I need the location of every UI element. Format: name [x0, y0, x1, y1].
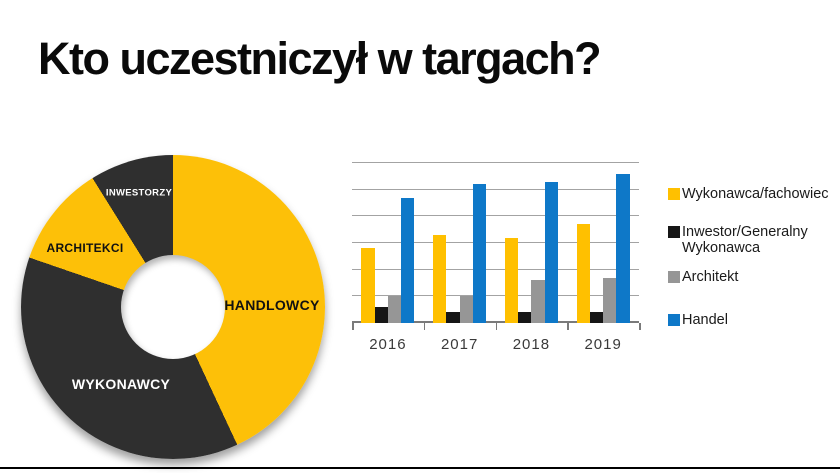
x-axis-line: [352, 321, 639, 323]
x-axis-tick: [352, 323, 354, 330]
bar-2016-architekt: [387, 296, 402, 323]
bottom-divider: [0, 467, 840, 469]
x-axis-tick: [639, 323, 641, 330]
gridline: [352, 162, 639, 163]
bar-chart-legend: Wykonawca/fachowiec Inwestor/Generalny Wyk…: [668, 0, 840, 473]
bar-chart: 2016 2017 2018 2019: [352, 162, 822, 383]
category-label-2016: 2016: [369, 336, 407, 353]
x-axis-tick: [423, 323, 426, 330]
donut-label-inwestorzy: INWESTORZY: [105, 187, 173, 199]
donut-hole: [121, 255, 225, 359]
category-label-2017: 2017: [440, 336, 479, 353]
legend-swatch-inwestor-gw: [668, 226, 680, 238]
bar-2017-wykonawca-fachowiec: [433, 235, 447, 323]
gridline: [352, 215, 639, 217]
gridline: [352, 295, 639, 297]
legend-label-inwestor-gw: Inwestor/Generalny Wykonawca: [682, 224, 808, 256]
bar-chart-plot: 2016 2017 2018 2019: [352, 162, 641, 353]
x-axis-tick: [495, 323, 497, 330]
legend-swatch-architekt: [668, 271, 680, 283]
legend-item-architekt: Architekt: [668, 269, 738, 285]
legend-label-wykonawca-fachowiec: Wykonawca/fachowiec: [682, 186, 829, 202]
bar-2018-wykonawca-fachowiec: [504, 237, 519, 323]
bar-2017-architekt: [459, 296, 473, 323]
bar-2018-inwestor-gw: [518, 312, 532, 323]
bar-2016-handel: [401, 197, 415, 323]
bar-2019-handel: [616, 173, 630, 323]
legend-label-handel: Handel: [682, 312, 728, 328]
bar-2018-architekt: [531, 280, 545, 323]
gridline: [352, 268, 639, 270]
bar-2019-architekt: [603, 277, 617, 323]
donut-label-architekci: ARCHITEKCI: [46, 241, 124, 255]
legend-label-architekt: Architekt: [682, 269, 739, 285]
bar-2016-inwestor-gw: [374, 307, 388, 323]
donut-chart: HANDLOWCY WYKONAWCY ARCHITEKCI INWESTORZ…: [21, 155, 325, 459]
bar-2018-handel: [544, 181, 558, 323]
gridline: [352, 188, 639, 190]
x-axis-tick: [567, 323, 569, 330]
slide-title: Kto uczestniczył w targach?: [38, 33, 602, 84]
legend-swatch-handel: [668, 314, 680, 326]
category-label-2018: 2018: [512, 336, 551, 353]
legend-item-handel: Handel: [668, 312, 728, 328]
gridline: [352, 242, 639, 243]
category-label-2019: 2019: [584, 336, 622, 353]
legend-swatch-wykonawca-fachowiec: [668, 188, 680, 200]
bar-2019-wykonawca-fachowiec: [576, 224, 590, 323]
bar-2017-handel: [472, 184, 487, 323]
bar-2016-wykonawca-fachowiec: [361, 248, 375, 323]
donut-label-handlowcy: HANDLOWCY: [224, 297, 320, 313]
legend-item-inwestor-gw: Inwestor/Generalny Wykonawca: [668, 224, 808, 256]
bar-2019-inwestor-gw: [589, 312, 604, 323]
legend-item-wykonawca-fachowiec: Wykonawca/fachowiec: [668, 186, 829, 202]
bar-2017-inwestor-gw: [446, 312, 460, 323]
donut-label-wykonawcy: WYKONAWCY: [71, 376, 171, 392]
